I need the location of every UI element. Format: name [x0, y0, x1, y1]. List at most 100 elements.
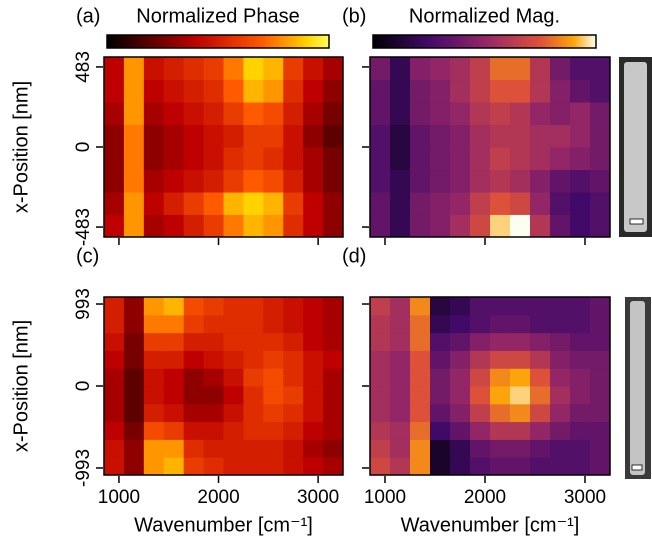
heatmap-cell [590, 214, 611, 238]
heatmap-cell [490, 332, 511, 351]
heatmap-cell [450, 214, 471, 238]
heatmap-cell [530, 439, 551, 458]
heatmap-cell [470, 350, 491, 369]
heatmap-cell [123, 350, 145, 369]
heatmap-cell [323, 124, 344, 148]
heatmap-cell [323, 457, 344, 476]
heatmap-cell [143, 169, 165, 193]
heatmap-cell [104, 439, 125, 458]
plot-frame [369, 56, 611, 238]
heatmap-cell [183, 147, 205, 171]
heatmap-cell [263, 439, 284, 458]
heatmap-cell [510, 314, 531, 334]
heatmap-cell [183, 214, 205, 238]
heatmap-cell [470, 439, 491, 458]
heatmap-cell [243, 368, 264, 387]
heatmap-cell [370, 191, 391, 215]
heatmap-cell [263, 124, 284, 148]
heatmap-cell [430, 191, 451, 215]
heatmap-cell [323, 386, 344, 405]
heatmap-cell [470, 368, 491, 387]
heatmap-cell [303, 439, 324, 458]
heatmap-cell [590, 101, 611, 125]
heatmap [370, 57, 611, 238]
heatmap-cell [570, 421, 591, 440]
heatmap-cell [143, 214, 165, 238]
heatmap-cell [223, 332, 244, 351]
heatmap-cell [303, 79, 324, 103]
heatmap-cell [550, 214, 571, 238]
heatmap-cell [410, 169, 431, 193]
heatmap-cell [323, 214, 344, 238]
heatmap-cell [490, 457, 511, 476]
heatmap-cell [430, 314, 451, 334]
heatmap-cell [223, 191, 244, 215]
heatmap-cell [550, 368, 571, 387]
heatmap-cell [430, 124, 451, 148]
heatmap-cell [203, 332, 224, 351]
x-tick-label: 1000 [364, 487, 406, 508]
heatmap-cell [183, 457, 205, 476]
heatmap-cell [203, 101, 224, 125]
heatmap-cell [143, 79, 165, 103]
heatmap-cell [550, 124, 571, 148]
nanowire [630, 301, 645, 475]
heatmap-cell [163, 457, 185, 476]
heatmap [104, 57, 344, 238]
heatmap-cell [163, 368, 185, 387]
heatmap-cell [104, 350, 125, 369]
heatmap-cell [123, 314, 145, 334]
heatmap-cell [123, 386, 145, 405]
heatmap-cell [370, 124, 391, 148]
heatmap-cell [510, 439, 531, 458]
sample-image-top [619, 57, 652, 237]
heatmap-cell [450, 403, 471, 423]
heatmap-cell [590, 169, 611, 193]
heatmap-cell [490, 386, 511, 405]
heatmap-cell [530, 421, 551, 440]
heatmap-cell [590, 147, 611, 171]
heatmap-cell [104, 386, 125, 405]
heatmap-cell [223, 457, 244, 476]
heatmap-cell [550, 79, 571, 103]
colorbar-label: Normalized Phase [136, 5, 299, 27]
heatmap-cell [283, 421, 304, 440]
y-axis-label: x-Position [nm] [10, 81, 32, 213]
heatmap-cell [430, 214, 451, 238]
heatmap-cell [243, 457, 264, 476]
heatmap-cell [223, 350, 244, 369]
heatmap-cell [410, 439, 431, 458]
heatmap-cell [590, 124, 611, 148]
heatmap-cell [370, 214, 391, 238]
heatmap-cell [450, 350, 471, 369]
heatmap-cell [590, 57, 611, 81]
heatmap-cell [570, 332, 591, 351]
heatmap-cell [490, 403, 511, 423]
heatmap-cell [490, 79, 511, 103]
heatmap-cell [323, 439, 344, 458]
heatmap-cell [570, 297, 591, 316]
heatmap-cell [570, 147, 591, 171]
heatmap-cell [183, 297, 205, 316]
heatmap-cell [450, 421, 471, 440]
heatmap-cell [303, 403, 324, 423]
heatmap-cell [104, 457, 125, 476]
heatmap-cell [370, 457, 391, 476]
heatmap-cell [530, 124, 551, 148]
x-axis-label: Wavenumber [cm⁻¹] [134, 514, 313, 536]
heatmap-cell [490, 124, 511, 148]
heatmap-cell [143, 332, 165, 351]
heatmap-cell [183, 350, 205, 369]
heatmap-cell [243, 386, 264, 405]
colorbar [372, 34, 597, 49]
heatmap-cell [303, 101, 324, 125]
heatmap-cell [550, 386, 571, 405]
heatmap-cell [283, 314, 304, 334]
heatmap-cell [263, 147, 284, 171]
heatmap-cell [143, 191, 165, 215]
heatmap-cell [490, 421, 511, 440]
heatmap-cell [470, 214, 491, 238]
heatmap-cell [510, 57, 531, 81]
heatmap-cell [370, 439, 391, 458]
heatmap-cell [390, 421, 411, 440]
